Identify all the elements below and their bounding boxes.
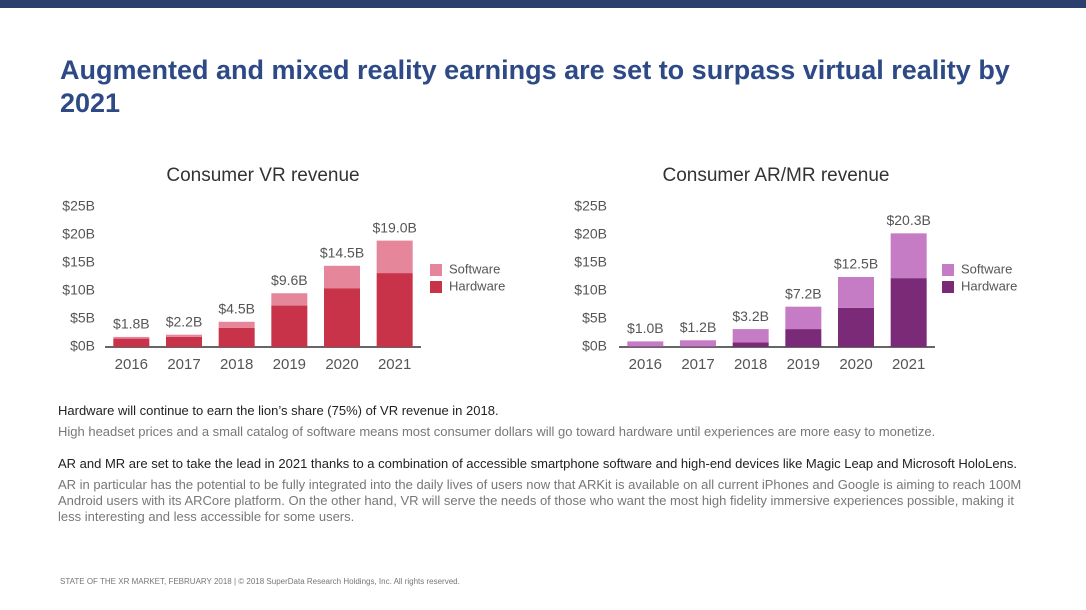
legend-swatch bbox=[430, 281, 442, 293]
x-tick-label: 2017 bbox=[681, 356, 714, 373]
footer: STATE OF THE XR MARKET, FEBRUARY 2018 | … bbox=[60, 577, 460, 586]
bar-segment bbox=[271, 305, 308, 347]
x-tick-label: 2021 bbox=[892, 356, 925, 373]
bar-segment bbox=[680, 340, 716, 347]
bar-segment bbox=[785, 306, 822, 330]
note-body: AR in particular has the potential to be… bbox=[58, 477, 1022, 524]
total-label: $9.6B bbox=[271, 272, 308, 288]
bar-segment bbox=[218, 327, 255, 347]
x-tick-label: 2016 bbox=[629, 356, 662, 373]
x-tick-label: 2020 bbox=[325, 356, 358, 373]
chart-title: Consumer VR revenue bbox=[166, 165, 359, 186]
y-tick-label: $25B bbox=[574, 198, 607, 214]
note: Hardware will continue to earn the lion’… bbox=[58, 403, 1033, 440]
legend-swatch bbox=[942, 264, 954, 276]
bar-segment bbox=[271, 293, 308, 306]
total-label: $1.8B bbox=[113, 316, 150, 332]
x-tick-label: 2017 bbox=[167, 356, 200, 373]
legend-label: Software bbox=[449, 261, 500, 276]
bar-segment bbox=[166, 334, 202, 337]
y-tick-label: $20B bbox=[574, 226, 607, 242]
y-tick-label: $5B bbox=[70, 310, 95, 326]
total-label: $1.0B bbox=[627, 320, 664, 336]
total-label: $3.2B bbox=[732, 308, 769, 324]
bar-segment bbox=[627, 341, 664, 347]
chart-title: Consumer AR/MR revenue bbox=[662, 165, 889, 186]
bar-segment bbox=[680, 346, 716, 347]
top-bar bbox=[0, 0, 1086, 8]
y-tick-label: $15B bbox=[574, 254, 607, 270]
bar-segment bbox=[627, 346, 664, 347]
legend-label: Hardware bbox=[961, 278, 1017, 293]
note-heading: Hardware will continue to earn the lion’… bbox=[58, 403, 499, 418]
bar-segment bbox=[376, 240, 413, 274]
bar-segment bbox=[890, 278, 927, 347]
x-tick-label: 2018 bbox=[220, 356, 253, 373]
bar-segment bbox=[166, 336, 202, 347]
total-label: $20.3B bbox=[886, 212, 930, 228]
total-label: $4.5B bbox=[218, 301, 255, 317]
legend-swatch bbox=[942, 281, 954, 293]
y-tick-label: $15B bbox=[62, 254, 95, 270]
y-tick-label: $10B bbox=[574, 282, 607, 298]
y-tick-label: $0B bbox=[70, 338, 95, 354]
bar-segment bbox=[838, 307, 874, 347]
total-label: $2.2B bbox=[166, 313, 203, 329]
bar-segment bbox=[376, 273, 413, 347]
y-tick-label: $5B bbox=[582, 310, 607, 326]
total-label: $19.0B bbox=[372, 219, 416, 235]
note-heading: AR and MR are set to take the lead in 20… bbox=[58, 456, 1017, 471]
total-label: $7.2B bbox=[785, 285, 822, 301]
total-label: $1.2B bbox=[680, 319, 717, 335]
x-tick-label: 2020 bbox=[839, 356, 872, 373]
y-tick-label: $25B bbox=[62, 198, 95, 214]
x-tick-label: 2019 bbox=[787, 356, 820, 373]
x-tick-label: 2018 bbox=[734, 356, 767, 373]
bar-segment bbox=[113, 336, 150, 339]
note-body: High headset prices and a small catalog … bbox=[58, 424, 936, 439]
total-label: $12.5B bbox=[834, 256, 878, 272]
bar-segment bbox=[324, 288, 360, 347]
legend-swatch bbox=[430, 264, 442, 276]
bar-segment bbox=[218, 321, 255, 328]
y-tick-label: $0B bbox=[582, 338, 607, 354]
bar-segment bbox=[838, 277, 874, 308]
note: AR and MR are set to take the lead in 20… bbox=[58, 456, 1033, 525]
legend-label: Software bbox=[961, 261, 1012, 276]
bar-segment bbox=[324, 265, 360, 289]
x-tick-label: 2021 bbox=[378, 356, 411, 373]
x-tick-label: 2016 bbox=[115, 356, 148, 373]
total-label: $14.5B bbox=[320, 245, 364, 261]
bar-segment bbox=[785, 329, 822, 347]
x-tick-label: 2019 bbox=[273, 356, 306, 373]
y-tick-label: $20B bbox=[62, 226, 95, 242]
bar-segment bbox=[732, 329, 769, 343]
legend-label: Hardware bbox=[449, 278, 505, 293]
slide-title: Augmented and mixed reality earnings are… bbox=[60, 55, 1010, 118]
bar-segment bbox=[890, 233, 927, 279]
y-tick-label: $10B bbox=[62, 282, 95, 298]
bar-segment bbox=[732, 342, 769, 347]
bar-segment bbox=[113, 338, 150, 347]
